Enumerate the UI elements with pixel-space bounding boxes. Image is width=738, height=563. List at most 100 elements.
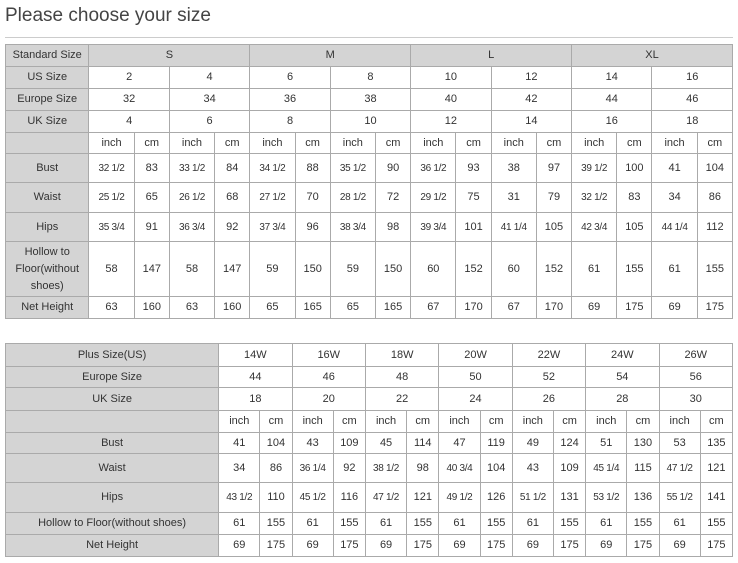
size-group-header: XL: [571, 44, 733, 67]
table-cell: 46: [651, 88, 733, 111]
unit-row: inch cm inch cm inch cm inch cm inch cm inch cm inch…: [4, 132, 734, 154]
table-row: Bust 41 104 43 109 45 114 47 119 49 124 51 130 53 135: [4, 432, 734, 454]
row-label: [4, 132, 90, 154]
size-group-header: M: [249, 44, 412, 67]
unit-label: cm: [374, 132, 412, 154]
table-row: Net Height 69 175 69 175 69 175 69 175 69 175 69 175…: [4, 534, 734, 557]
row-label: Net Height: [4, 296, 90, 319]
unit-label: cm: [259, 410, 293, 433]
table-cell: 141: [699, 482, 734, 513]
table-cell: 109: [332, 432, 366, 454]
table-cell: 39 3/4: [410, 212, 457, 242]
table-cell: 175: [406, 534, 440, 557]
table-cell: 36 1/4: [291, 453, 334, 483]
table-cell: 97: [535, 153, 573, 183]
unit-label: inch: [168, 132, 216, 154]
table-cell: 68: [214, 182, 251, 213]
table-cell: 69: [658, 534, 701, 557]
table-cell: 147: [133, 241, 170, 297]
table-cell: 152: [535, 241, 573, 297]
table-cell: 101: [455, 212, 492, 242]
table-cell: 32 1/2: [571, 182, 618, 213]
table-cell: 175: [699, 534, 734, 557]
table-cell: 119: [479, 432, 513, 454]
table-cell: 44: [571, 88, 653, 111]
table-cell: 69: [651, 296, 698, 319]
table-cell: 61: [658, 512, 701, 535]
table-cell: 155: [616, 241, 653, 297]
table-cell: 170: [535, 296, 573, 319]
unit-label: inch: [329, 132, 376, 154]
table-cell: 47: [438, 432, 481, 454]
table-cell: 24: [438, 387, 513, 411]
unit-label: inch: [438, 410, 481, 433]
table-row: Hollow to Floor(without shoes) 58 147 58 147…: [4, 241, 734, 297]
row-label: Europe Size: [4, 88, 90, 111]
table-cell: 155: [406, 512, 440, 535]
table-cell: 83: [616, 182, 653, 213]
table-cell: 165: [374, 296, 412, 319]
row-label: Plus Size(US): [4, 343, 220, 367]
table-cell: 49 1/2: [438, 482, 481, 513]
plus-size-table: Plus Size(US) 14W 16W 18W 20W 22W 24W 26W Europe…: [4, 343, 734, 557]
table-cell: 175: [552, 534, 587, 557]
table-cell: 60: [410, 241, 457, 297]
table-cell: 69: [291, 534, 334, 557]
table-cell: 104: [259, 432, 293, 454]
unit-label: inch: [658, 410, 701, 433]
row-label: Hollow to Floor(without shoes): [4, 241, 90, 297]
table-cell: 42 3/4: [571, 212, 618, 242]
table-cell: 6: [168, 110, 251, 133]
table-cell: 67: [410, 296, 457, 319]
unit-label: cm: [552, 410, 587, 433]
table-cell: 16: [651, 66, 733, 89]
table-cell: 44: [218, 366, 293, 388]
table-cell: 86: [259, 453, 293, 483]
unit-label: inch: [249, 132, 296, 154]
table-cell: 22W: [511, 343, 587, 367]
table-cell: 10: [329, 110, 412, 133]
table-cell: 37 3/4: [249, 212, 296, 242]
row-label: Bust: [4, 153, 90, 183]
table-cell: 124: [552, 432, 587, 454]
table-cell: 35 1/2: [329, 153, 376, 183]
table-cell: 104: [479, 453, 513, 483]
table-cell: 88: [294, 153, 331, 183]
table-cell: 65: [329, 296, 376, 319]
table-cell: 61: [585, 512, 628, 535]
table-cell: 155: [259, 512, 293, 535]
size-group-header: L: [410, 44, 573, 67]
table-cell: 24W: [585, 343, 660, 367]
table-cell: 104: [696, 153, 734, 183]
table-cell: 175: [626, 534, 660, 557]
unit-label: cm: [133, 132, 170, 154]
unit-label: inch: [218, 410, 261, 433]
table-cell: 175: [479, 534, 513, 557]
table-cell: 4: [88, 110, 170, 133]
table-cell: 40 3/4: [438, 453, 481, 483]
table-cell: 61: [291, 512, 334, 535]
table-cell: 18W: [364, 343, 440, 367]
table-cell: 36: [249, 88, 331, 111]
table-cell: 69: [364, 534, 408, 557]
table-cell: 114: [406, 432, 440, 454]
table-cell: 39 1/2: [571, 153, 618, 183]
row-label: Waist: [4, 182, 90, 213]
table-cell: 121: [699, 453, 734, 483]
table-cell: 69: [571, 296, 618, 319]
table-cell: 35 3/4: [88, 212, 135, 242]
unit-label: inch: [410, 132, 457, 154]
table-row: Bust 32 1/2 83 33 1/2 84 34 1/2 88 35 1/2 90 36 1…: [4, 153, 734, 183]
table-cell: 61: [511, 512, 554, 535]
table-cell: 55 1/2: [658, 482, 701, 513]
table-cell: 109: [552, 453, 587, 483]
table-cell: 131: [552, 482, 587, 513]
unit-label: cm: [696, 132, 734, 154]
table-cell: 56: [658, 366, 734, 388]
unit-label: inch: [585, 410, 628, 433]
table-cell: 86: [696, 182, 734, 213]
table-cell: 50: [438, 366, 513, 388]
unit-label: inch: [490, 132, 537, 154]
table-cell: 40: [410, 88, 492, 111]
page-title: Please choose your size: [5, 5, 211, 26]
